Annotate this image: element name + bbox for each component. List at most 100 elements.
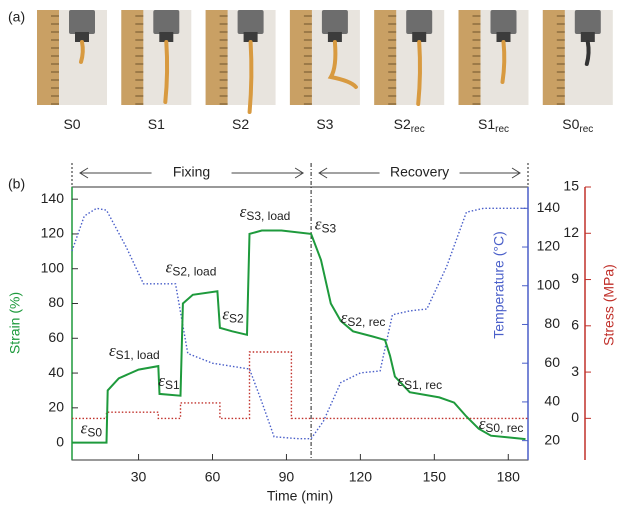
y-tick-label: 40 xyxy=(48,364,64,380)
photo-label-main: S3 xyxy=(316,116,333,132)
x-tick-label: 90 xyxy=(279,469,295,485)
annotation: εS3 xyxy=(315,214,337,235)
photo-label-main: S1 xyxy=(478,116,495,132)
clamp xyxy=(69,10,95,34)
annotation: εS2 xyxy=(222,305,244,326)
photo-label: S1 xyxy=(148,116,165,132)
y-tick-label: 100 xyxy=(41,259,65,275)
annotation: εS0 xyxy=(81,418,103,439)
photo xyxy=(289,10,360,105)
ruler xyxy=(458,10,481,105)
panel-label: (b) xyxy=(8,176,25,192)
y2-tick-label: 20 xyxy=(544,431,560,447)
specimen xyxy=(79,40,85,64)
photo-label-sub: rec xyxy=(495,124,509,135)
annotation-sub: S0 xyxy=(87,426,102,440)
clamp-jaw xyxy=(159,32,174,42)
y-tick-label: 60 xyxy=(48,329,64,345)
photo-label-main: S1 xyxy=(148,116,165,132)
y-tick-label: 20 xyxy=(48,399,64,415)
y-tick-label: 140 xyxy=(41,190,65,206)
series-line xyxy=(71,207,528,440)
photo-label: S2rec xyxy=(394,116,425,135)
photo-label: S1rec xyxy=(478,116,509,135)
clamp xyxy=(321,10,348,34)
annotation-symbol: ε xyxy=(315,214,322,233)
annotation-sub: S2, rec xyxy=(347,315,385,329)
ruler xyxy=(374,10,397,105)
x-tick-label: 120 xyxy=(349,469,373,485)
series-line xyxy=(72,351,528,420)
annotation-sub: S2, load xyxy=(172,265,216,279)
specimen xyxy=(327,40,358,89)
photo-label: S3 xyxy=(316,116,333,132)
photo-label-main: S0 xyxy=(562,116,579,132)
x-axis-title: Time (min) xyxy=(267,488,333,504)
y-tick-label: 80 xyxy=(48,294,64,310)
series-line xyxy=(72,229,526,444)
y3-tick-label: 0 xyxy=(571,409,579,425)
annotation-sub: S0, rec xyxy=(485,421,523,435)
clamp-jaw xyxy=(496,32,511,42)
y2-tick-label: 80 xyxy=(544,315,560,331)
clamp xyxy=(153,10,180,34)
clamp-jaw xyxy=(75,32,89,42)
photo xyxy=(374,10,445,106)
panel-label: (a) xyxy=(8,9,25,25)
phase-label: Fixing xyxy=(173,164,210,180)
annotation: εS3, load xyxy=(240,202,291,223)
annotation: εS2, rec xyxy=(341,308,386,329)
y3-tick-label: 6 xyxy=(571,317,579,333)
y3-tick-label: 3 xyxy=(571,363,579,379)
clamp-jaw xyxy=(580,32,595,42)
y2-tick-label: 100 xyxy=(537,276,561,292)
phase-arrow xyxy=(318,167,521,179)
phase-arrow xyxy=(79,167,305,179)
clamp xyxy=(490,10,517,34)
annotation: εS1, rec xyxy=(397,371,442,392)
annotation-sub: S1, rec xyxy=(404,378,442,392)
annotation: εS2, load xyxy=(166,258,217,279)
y-axis-title: Strain (%) xyxy=(7,292,23,354)
photo-label-main: S2 xyxy=(232,116,249,132)
annotation-sub: S1 xyxy=(165,378,180,392)
y3-tick-label: 9 xyxy=(571,270,579,286)
specimen xyxy=(500,40,507,84)
annotation-sub: S3 xyxy=(321,221,336,235)
photo-label-main: S0 xyxy=(63,116,80,132)
ruler xyxy=(542,10,565,105)
y3-axis-title: Stress (MPa) xyxy=(601,264,617,346)
ruler xyxy=(205,10,228,105)
annotation-sub: S1, load xyxy=(116,348,160,362)
y2-tick-label: 60 xyxy=(544,354,560,370)
x-tick-label: 150 xyxy=(423,469,447,485)
y2-tick-label: 40 xyxy=(544,393,560,409)
specimen xyxy=(163,40,170,104)
photo-label: S2 xyxy=(232,116,249,132)
annotation-sub: S2 xyxy=(229,312,244,326)
annotation-symbol: ε xyxy=(341,308,348,327)
photo-label-sub: rec xyxy=(411,124,425,135)
annotation-sub: S3, load xyxy=(246,209,290,223)
annotation-symbol: ε xyxy=(479,414,486,433)
clamp xyxy=(406,10,433,34)
y3-tick-label: 15 xyxy=(563,178,579,194)
photo-label-sub: rec xyxy=(579,124,593,135)
annotation: εS1, load xyxy=(109,341,160,362)
specimen xyxy=(584,40,591,66)
y3-tick-label: 12 xyxy=(563,224,579,240)
annotation: εS0, rec xyxy=(479,414,524,435)
photo xyxy=(542,10,613,105)
photo-label-main: S2 xyxy=(394,116,411,132)
x-tick-label: 180 xyxy=(497,469,521,485)
clamp xyxy=(574,10,601,34)
phase-label: Recovery xyxy=(390,164,449,180)
photo-label: S0rec xyxy=(562,116,593,135)
clamp-jaw xyxy=(243,32,258,42)
clamp-jaw xyxy=(412,32,427,42)
y2-tick-label: 120 xyxy=(537,238,561,254)
specimen xyxy=(416,40,422,106)
x-tick-label: 60 xyxy=(205,469,221,485)
y2-tick-label: 140 xyxy=(537,199,561,215)
